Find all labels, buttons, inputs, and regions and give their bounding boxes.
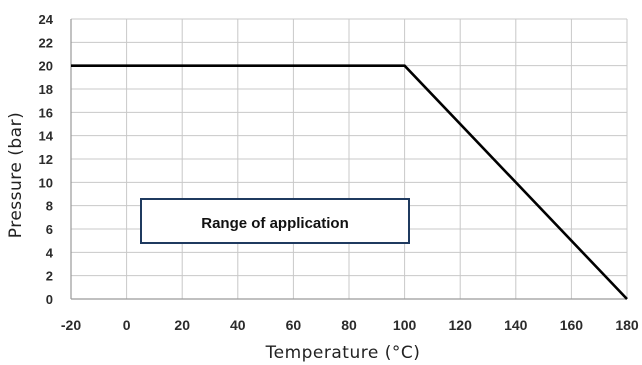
x-tick-label-100: 100 [393, 317, 417, 333]
y-tick-label-12: 12 [39, 152, 53, 167]
annotation-box [140, 198, 410, 244]
y-axis-label: Pressure (bar) [6, 112, 26, 238]
x-tick-label-40: 40 [230, 317, 246, 333]
x-tick-labels: -20 0 20 40 60 80 100 120 140 160 180 [61, 317, 639, 333]
y-tick-label-6: 6 [46, 222, 53, 237]
x-tick-label--20: -20 [61, 317, 81, 333]
y-tick-label-14: 14 [39, 129, 54, 144]
x-tick-label-160: 160 [560, 317, 584, 333]
y-tick-label-20: 20 [39, 59, 53, 74]
x-tick-label-60: 60 [286, 317, 302, 333]
x-tick-label-20: 20 [174, 317, 190, 333]
x-axis-label: Temperature (°C) [265, 343, 421, 363]
y-tick-label-4: 4 [46, 245, 54, 260]
x-tick-label-80: 80 [341, 317, 357, 333]
x-tick-label-120: 120 [449, 317, 473, 333]
y-tick-label-2: 2 [46, 269, 53, 284]
grid-lines [70, 18, 628, 300]
y-tick-label-24: 24 [39, 12, 54, 27]
y-tick-label-18: 18 [39, 82, 53, 97]
x-tick-label-0: 0 [123, 317, 131, 333]
range-of-application-annotation: Range of application [140, 198, 410, 244]
series-layer [71, 64, 628, 300]
y-tick-label-0: 0 [46, 292, 53, 307]
x-tick-label-140: 140 [504, 317, 528, 333]
y-tick-label-16: 16 [39, 105, 53, 120]
annotation-text: Range of application [201, 215, 349, 232]
x-tick-label-180: 180 [615, 317, 639, 333]
series-line-0 [71, 64, 628, 300]
y-tick-label-10: 10 [39, 175, 53, 190]
y-tick-label-22: 22 [39, 35, 53, 50]
y-tick-label-8: 8 [46, 199, 53, 214]
